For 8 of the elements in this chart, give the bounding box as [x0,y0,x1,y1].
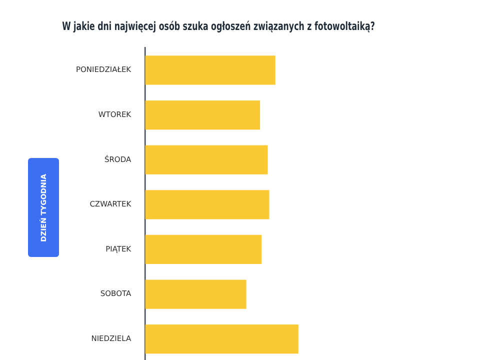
bar [145,190,270,220]
bar [145,324,298,354]
chart-title: W jakie dni najwięcej osób szuka ogłoszeń związanych z fotowoltaiką? [62,20,376,34]
bar [145,100,260,130]
bar [145,234,262,264]
bar [145,145,268,174]
bar [145,280,246,309]
bar [145,56,276,85]
